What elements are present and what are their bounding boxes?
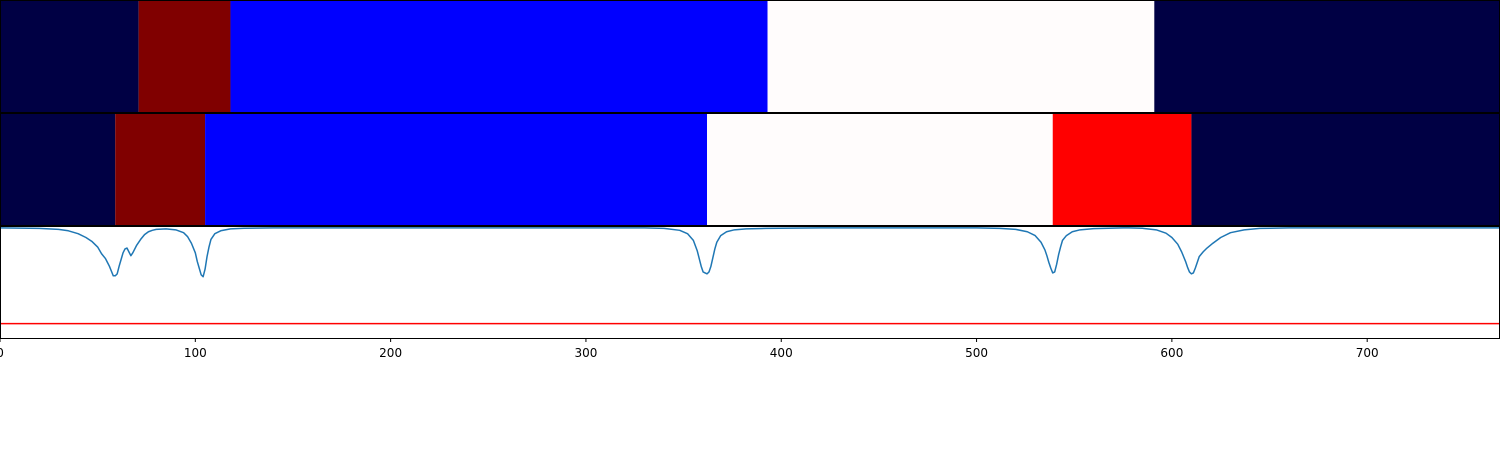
segment-4	[1154, 0, 1500, 112]
line-panel	[0, 227, 1500, 325]
segment-3	[707, 113, 1053, 225]
segment-2	[205, 113, 708, 225]
segment-0	[0, 0, 139, 112]
segment-3	[767, 0, 1155, 112]
segment-2	[230, 0, 768, 112]
segment-4	[1052, 113, 1192, 225]
segment-bar-top	[0, 0, 1500, 112]
segment-0	[0, 113, 116, 225]
x-tick-label-7: 700	[1356, 346, 1379, 360]
segment-1	[138, 0, 231, 112]
x-tick-label-5: 500	[965, 346, 988, 360]
x-tick-label-6: 600	[1160, 346, 1183, 360]
segment-5	[1191, 113, 1500, 225]
x-tick-label-3: 300	[574, 346, 597, 360]
panel-frame-2	[0, 226, 1500, 339]
x-axis: 0 100 200 300 400 500 600 700	[0, 338, 1379, 360]
x-tick-label-4: 400	[770, 346, 793, 360]
segment-1	[115, 113, 206, 225]
x-tick-label-1: 100	[184, 346, 207, 360]
x-tick-label-2: 200	[379, 346, 402, 360]
series-line-0	[0, 227, 1500, 278]
segment-bar-bottom	[0, 113, 1500, 225]
x-tick-label-0: 0	[0, 346, 4, 360]
